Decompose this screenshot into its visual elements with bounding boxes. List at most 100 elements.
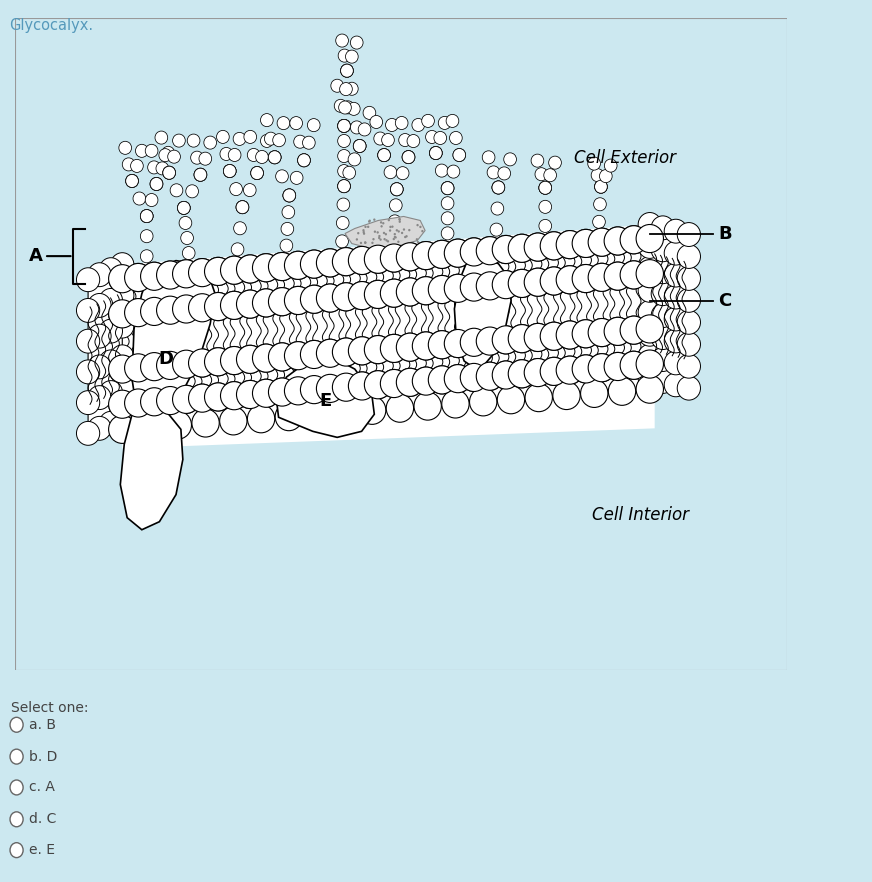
- Circle shape: [504, 153, 516, 166]
- Circle shape: [636, 225, 664, 252]
- Circle shape: [492, 181, 505, 194]
- Circle shape: [397, 243, 424, 271]
- Text: C: C: [719, 292, 732, 310]
- Text: c. A: c. A: [29, 781, 55, 795]
- Circle shape: [348, 153, 361, 166]
- Circle shape: [173, 350, 200, 378]
- Circle shape: [428, 240, 456, 268]
- Circle shape: [337, 216, 349, 229]
- Circle shape: [341, 64, 353, 78]
- Circle shape: [386, 394, 413, 422]
- Circle shape: [678, 355, 700, 378]
- Circle shape: [248, 405, 275, 433]
- Circle shape: [412, 242, 439, 270]
- Circle shape: [636, 225, 664, 252]
- Circle shape: [284, 341, 312, 370]
- Circle shape: [194, 168, 207, 182]
- Circle shape: [236, 255, 264, 283]
- Circle shape: [372, 238, 375, 241]
- Circle shape: [678, 244, 700, 268]
- Circle shape: [445, 274, 472, 303]
- Circle shape: [385, 118, 399, 131]
- Circle shape: [450, 131, 462, 145]
- Circle shape: [638, 301, 661, 325]
- Circle shape: [460, 363, 487, 392]
- Circle shape: [317, 249, 344, 277]
- Polygon shape: [276, 357, 374, 437]
- Circle shape: [111, 283, 134, 307]
- Text: B: B: [719, 225, 732, 243]
- Circle shape: [122, 158, 135, 171]
- Circle shape: [150, 177, 163, 191]
- Circle shape: [373, 219, 376, 220]
- Text: D: D: [159, 350, 174, 368]
- Circle shape: [303, 136, 315, 149]
- Circle shape: [638, 257, 661, 280]
- Circle shape: [178, 201, 190, 214]
- Circle shape: [125, 354, 152, 382]
- Circle shape: [397, 333, 424, 362]
- Circle shape: [636, 315, 664, 343]
- Circle shape: [588, 318, 616, 347]
- Circle shape: [492, 235, 520, 264]
- Circle shape: [553, 381, 580, 409]
- Circle shape: [364, 335, 392, 363]
- Circle shape: [588, 264, 616, 291]
- Circle shape: [77, 329, 99, 353]
- Circle shape: [332, 283, 360, 310]
- Circle shape: [363, 231, 364, 234]
- Circle shape: [556, 356, 583, 385]
- Circle shape: [397, 278, 424, 306]
- Circle shape: [469, 388, 497, 416]
- Circle shape: [491, 202, 504, 215]
- Circle shape: [77, 391, 99, 415]
- Circle shape: [261, 134, 273, 147]
- Circle shape: [394, 235, 396, 238]
- Circle shape: [403, 228, 405, 231]
- Circle shape: [572, 320, 600, 348]
- Circle shape: [10, 717, 24, 732]
- Circle shape: [604, 262, 631, 290]
- Circle shape: [77, 298, 99, 323]
- Circle shape: [167, 150, 181, 163]
- Circle shape: [221, 382, 248, 410]
- Circle shape: [492, 235, 520, 264]
- Circle shape: [402, 151, 415, 164]
- Circle shape: [229, 183, 242, 196]
- Circle shape: [638, 279, 661, 303]
- Circle shape: [173, 260, 200, 288]
- Circle shape: [508, 325, 535, 353]
- Circle shape: [636, 375, 664, 403]
- Circle shape: [428, 275, 456, 303]
- Polygon shape: [122, 250, 655, 448]
- Circle shape: [301, 285, 328, 313]
- Circle shape: [678, 288, 700, 312]
- Circle shape: [404, 235, 406, 238]
- Circle shape: [341, 64, 353, 78]
- Circle shape: [223, 165, 236, 177]
- Circle shape: [544, 168, 556, 182]
- Circle shape: [374, 132, 386, 145]
- Circle shape: [248, 148, 260, 161]
- Circle shape: [428, 366, 456, 394]
- Circle shape: [384, 238, 385, 241]
- Circle shape: [119, 141, 132, 154]
- Polygon shape: [454, 258, 511, 371]
- Circle shape: [99, 319, 122, 343]
- Circle shape: [441, 182, 454, 195]
- Circle shape: [140, 262, 168, 290]
- Circle shape: [508, 269, 535, 297]
- Circle shape: [332, 248, 360, 276]
- Circle shape: [678, 222, 700, 246]
- Circle shape: [638, 235, 661, 258]
- Circle shape: [269, 343, 296, 371]
- Circle shape: [233, 132, 246, 146]
- Circle shape: [445, 364, 472, 392]
- Circle shape: [636, 350, 664, 378]
- Circle shape: [498, 167, 511, 180]
- Circle shape: [556, 230, 583, 258]
- Circle shape: [428, 240, 456, 268]
- Circle shape: [416, 238, 418, 241]
- Circle shape: [336, 34, 349, 47]
- Circle shape: [261, 114, 273, 127]
